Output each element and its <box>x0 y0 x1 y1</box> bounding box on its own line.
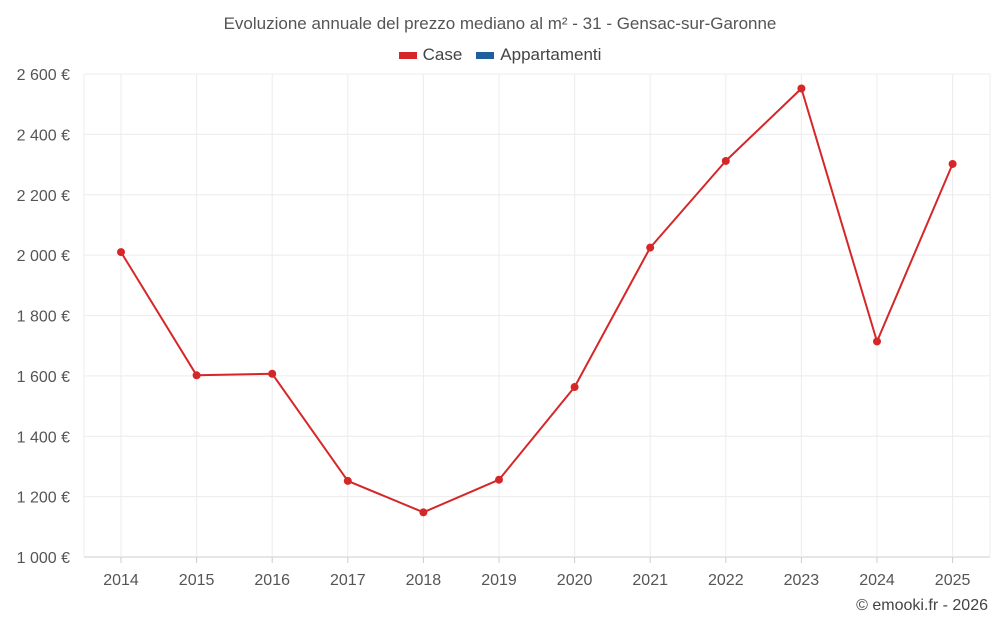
y-tick-label: 1 600 € <box>17 369 70 386</box>
x-tick-label: 2022 <box>708 572 744 589</box>
data-point-case <box>495 475 503 484</box>
x-tick-label: 2023 <box>784 572 820 589</box>
data-point-case <box>873 337 881 346</box>
y-tick-label: 1 400 € <box>17 429 70 446</box>
x-tick-label: 2014 <box>103 572 139 589</box>
credit-text: © emooki.fr - 2026 <box>856 597 988 614</box>
x-tick-label: 2019 <box>481 572 517 589</box>
series-line-case <box>120 87 954 514</box>
data-point-case <box>646 243 655 252</box>
data-point-case <box>797 84 806 93</box>
x-tick-label: 2021 <box>632 572 668 589</box>
axes: 1 000 € 1 200 € 1 400 € 1 600 € 1 800 € 2 000… <box>17 67 971 589</box>
data-point-case <box>721 156 730 165</box>
legend-label-case: Case <box>422 45 463 64</box>
x-tick-label: 2015 <box>179 572 215 589</box>
legend-label-appartamenti: Appartamenti <box>500 45 602 64</box>
data-point-case <box>268 369 277 378</box>
chart-title: Evoluzione annuale del prezzo mediano al… <box>223 14 777 33</box>
series <box>117 84 957 517</box>
data-point-case <box>419 508 428 517</box>
x-tick-label: 2024 <box>859 572 895 589</box>
x-tick-label: 2018 <box>406 572 442 589</box>
grid <box>83 73 991 558</box>
legend-item-case[interactable]: Case <box>398 45 463 65</box>
data-point-case <box>117 248 125 257</box>
legend-swatch-case <box>398 51 417 59</box>
x-tick-label: 2016 <box>254 572 290 589</box>
x-tick-label: 2017 <box>330 572 366 589</box>
y-tick-label: 2 000 € <box>17 248 70 265</box>
y-tick-label: 2 600 € <box>17 67 70 84</box>
y-tick-label: 1 800 € <box>17 309 70 326</box>
data-point-case <box>570 383 579 392</box>
legend-swatch-appartamenti <box>476 51 495 59</box>
x-tick-label: 2020 <box>557 572 593 589</box>
x-tick-label: 2025 <box>935 572 971 589</box>
y-tick-label: 2 200 € <box>17 188 70 205</box>
y-tick-label: 1 200 € <box>17 490 70 507</box>
legend: Case Appartamenti <box>0 45 1000 65</box>
y-tick-label: 2 400 € <box>17 127 70 144</box>
legend-item-appartamenti[interactable]: Appartamenti <box>476 45 601 65</box>
data-point-case <box>343 476 352 485</box>
y-tick-label: 1 000 € <box>17 550 70 567</box>
data-point-case <box>192 371 201 380</box>
data-point-case <box>948 159 957 168</box>
